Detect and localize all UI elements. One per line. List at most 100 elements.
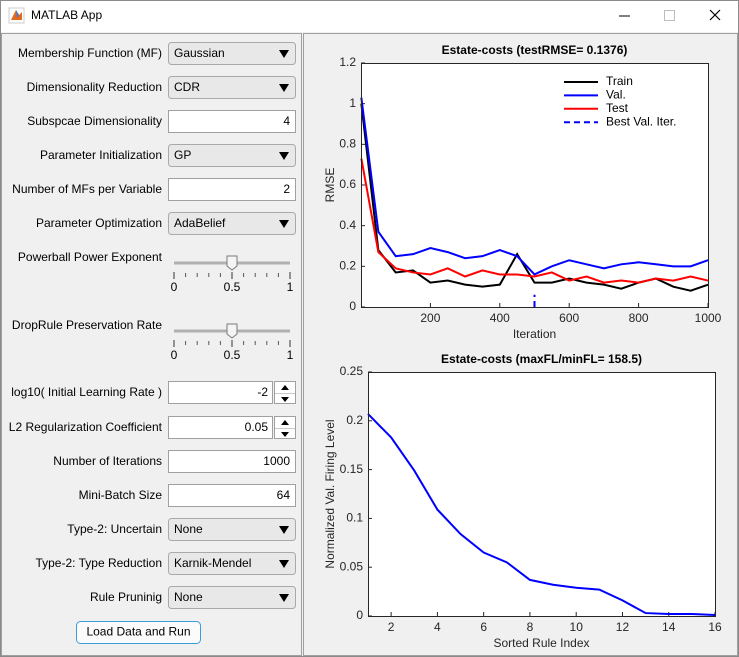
y-tick-label: 0 [356, 608, 363, 622]
spinner-field[interactable] [168, 416, 273, 439]
series-group [367, 413, 716, 617]
field-label: Type-2: Type Reduction [35, 556, 162, 570]
title-bar [1, 1, 738, 32]
y-tick-label: 0.05 [340, 559, 364, 573]
spinner-value[interactable]: -2 [257, 385, 268, 399]
legend-label: Train [606, 74, 633, 88]
x-tick-label: 400 [490, 311, 510, 325]
edit-value[interactable]: 1000 [263, 454, 290, 468]
x-tick-label: 14 [662, 620, 676, 634]
x-axis-label: Iteration [513, 327, 556, 341]
chart-title: Estate-costs (maxFL/minFL= 158.5) [441, 352, 642, 366]
maximize-button[interactable] [664, 10, 675, 21]
spinner-down[interactable] [281, 432, 289, 437]
app-icon [8, 7, 25, 24]
slider-thumb[interactable] [226, 323, 238, 339]
x-tick-label: 600 [559, 311, 579, 325]
field-label: L2 Regularization Coefficient [9, 420, 163, 434]
axes-box [361, 63, 709, 308]
y-tick-label: 0.8 [339, 137, 356, 151]
x-tick-label: 200 [420, 311, 440, 325]
x-tick-label: 16 [708, 620, 722, 634]
dropdown[interactable] [168, 76, 296, 99]
slider-tick-label: 1 [287, 348, 294, 362]
field-label: Powerball Power Exponent [18, 250, 163, 264]
left-panel [1, 33, 302, 656]
field-label: Parameter Initialization [40, 148, 162, 162]
y-tick-label: 0.25 [340, 364, 364, 378]
dropdown[interactable] [168, 42, 296, 65]
edit-value[interactable]: 64 [277, 488, 291, 502]
field-label: Parameter Optimization [36, 216, 162, 230]
dropdown[interactable] [168, 552, 296, 575]
chart-title: Estate-costs (testRMSE= 0.1376) [442, 43, 628, 57]
field-label: Subspcae Dimensionality [27, 114, 162, 128]
spinner-buttons[interactable] [274, 416, 296, 439]
edit-field[interactable] [168, 484, 296, 507]
dropdown-arrow [279, 594, 289, 602]
dropdown-arrow [279, 50, 289, 58]
edit-field[interactable] [168, 178, 296, 201]
y-tick-label: 0 [349, 299, 356, 313]
dropdown-arrow [279, 84, 289, 92]
dropdown-value[interactable]: None [174, 590, 203, 604]
slider-tick-label: 0.5 [224, 348, 241, 362]
dropdown[interactable] [168, 144, 296, 167]
legend-label: Val. [606, 88, 626, 102]
spinner-down[interactable] [281, 397, 289, 402]
series-line [360, 97, 709, 276]
axes-box [368, 372, 716, 617]
spinner-up[interactable] [281, 420, 289, 425]
y-tick-label: 0.2 [346, 413, 363, 427]
series-line [367, 413, 716, 617]
x-tick-label: 8 [527, 620, 534, 634]
edit-value[interactable]: 2 [283, 182, 290, 196]
x-axis-label: Sorted Rule Index [493, 636, 589, 650]
spinner-up[interactable] [281, 385, 289, 390]
spinner-buttons[interactable] [274, 381, 296, 404]
y-tick-label: 0.1 [346, 511, 363, 525]
y-tick-label: 1 [349, 96, 356, 110]
charts: Estate-costs (testRMSE= 0.1376) Iteration… [323, 43, 722, 650]
spinner-field[interactable] [168, 381, 273, 404]
edit-field[interactable] [168, 110, 296, 133]
dropdown[interactable] [168, 518, 296, 541]
run-button-label[interactable]: Load Data and Run [86, 625, 190, 639]
dropdown-value[interactable]: Gaussian [174, 46, 225, 60]
y-tick-label: 0.6 [339, 177, 356, 191]
field-label: Membership Function (MF) [18, 46, 162, 60]
close-button[interactable] [709, 9, 721, 21]
slider-tick-label: 0 [171, 280, 178, 294]
y-axis-label: RMSE [323, 168, 337, 203]
edit-value[interactable]: 4 [283, 114, 290, 128]
dropdown-value[interactable]: GP [174, 148, 191, 162]
spinner-value[interactable]: 0.05 [245, 420, 269, 434]
dropdown-value[interactable]: Karnik-Mendel [174, 556, 251, 570]
run-button[interactable] [76, 621, 201, 644]
field-label: Mini-Batch Size [79, 488, 163, 502]
field-label: log10( Initial Learning Rate ) [11, 385, 162, 399]
x-tick-label: 12 [616, 620, 630, 634]
field-label: DropRule Preservation Rate [12, 318, 162, 332]
slider-tick-label: 0 [171, 348, 178, 362]
slider-thumb[interactable] [226, 255, 238, 271]
field-label: Type-2: Uncertain [67, 522, 162, 536]
window-title: MATLAB App [31, 8, 102, 22]
dropdown-value[interactable]: AdaBelief [174, 216, 226, 230]
x-tick-label: 800 [629, 311, 649, 325]
dropdown[interactable] [168, 212, 296, 235]
form: Membership Function (MF) Gaussian Dimensio… [9, 42, 296, 644]
series-group [360, 97, 709, 307]
field-label: Number of Iterations [53, 454, 162, 468]
plot-area [368, 372, 715, 616]
dropdown-arrow [279, 560, 289, 568]
dropdown-arrow [279, 526, 289, 534]
edit-field[interactable] [168, 450, 296, 473]
y-tick-label: 0.2 [339, 259, 356, 273]
dropdown-value[interactable]: CDR [174, 80, 200, 94]
legend-label: Test [606, 101, 629, 115]
dropdown[interactable] [168, 586, 296, 609]
x-tick-label: 2 [388, 620, 395, 634]
dropdown-value[interactable]: None [174, 522, 203, 536]
